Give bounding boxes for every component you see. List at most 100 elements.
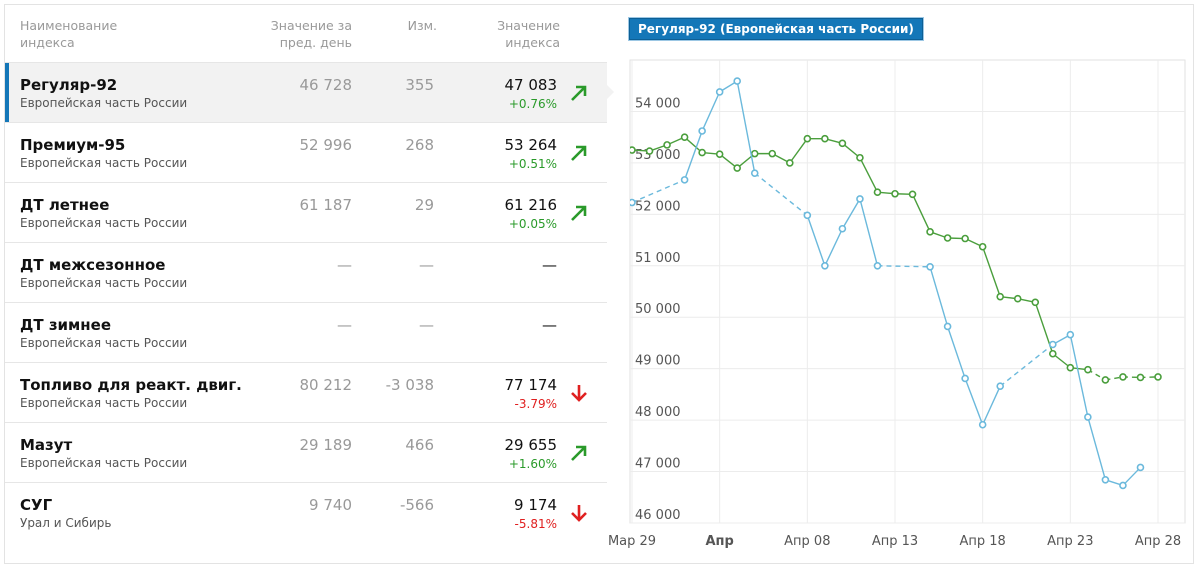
series-2-point (978, 420, 987, 429)
series-2-point (961, 374, 969, 383)
series-2-point (750, 169, 759, 177)
series-2-segment (824, 228, 844, 267)
chart-title: Регуляр-92 (Европейская часть России) (629, 18, 923, 40)
series-1-point (1119, 373, 1127, 381)
index-value: 77 174 (504, 376, 558, 394)
table-row[interactable]: Регуляр-92 Европейская часть России 46 728… (5, 62, 614, 122)
series-2-segment (982, 385, 1001, 426)
series-1-point (856, 153, 864, 162)
product-region: Европейская часть России (20, 216, 188, 230)
prev-day-value: 80 212 (299, 376, 353, 394)
series-2-segment (736, 80, 756, 174)
y-tick-label: 50 000 (635, 302, 681, 317)
y-tick-label: 52 000 (635, 199, 681, 214)
x-tick-label: Апр 13 (872, 534, 918, 549)
series-1-point (750, 149, 759, 158)
series-1-segment (859, 157, 879, 193)
table-row[interactable]: Мазут Европейская часть России 29 189 466 29… (5, 422, 607, 482)
series-2-segment (806, 215, 826, 267)
x-tick-label: Мар 29 (608, 534, 656, 549)
product-region: Европейская часть России (20, 96, 188, 110)
series-2-point (698, 127, 706, 135)
change-value: 466 (405, 436, 434, 454)
change-percent: -3.79% (514, 397, 557, 411)
series-1-segment (911, 193, 931, 233)
series-2-point (715, 88, 724, 96)
y-tick-label: 48 000 (635, 405, 681, 420)
series-2-point (1101, 475, 1110, 484)
series-1-point (908, 190, 917, 199)
change-percent: +0.51% (508, 157, 557, 171)
arrow-up-right-icon (571, 145, 587, 161)
series-2-segment (859, 198, 879, 266)
series-1-point (1136, 373, 1145, 382)
series-1-point (630, 146, 636, 154)
series-2-segment (701, 91, 721, 132)
prev-day-value: 29 189 (299, 436, 353, 454)
prev-day-value: — (337, 316, 352, 334)
product-name: Топливо для реакт. двиг. (20, 376, 242, 394)
index-value: — (542, 256, 557, 274)
table-row[interactable]: ДТ межсезонное Европейская часть России — —… (5, 242, 607, 302)
product-name: Регуляр-92 (20, 76, 118, 94)
series-2-point (996, 382, 1005, 390)
plot-area (629, 59, 1186, 524)
y-tick-label: 49 000 (635, 354, 681, 369)
table-row[interactable]: Премиум-95 Европейская часть России 52 996… (5, 122, 607, 182)
product-name: Мазут (20, 436, 73, 454)
change-percent: +0.05% (508, 217, 557, 231)
series-1-point (838, 139, 847, 148)
series-2-point (1066, 330, 1075, 339)
series-2-segment (1069, 334, 1089, 418)
series-2-point (1084, 413, 1092, 421)
series-2-segment (929, 266, 949, 327)
series-2-segment (999, 343, 1054, 387)
series-2-point (803, 211, 812, 220)
series-2-point (821, 261, 829, 270)
series-2-point (680, 176, 689, 184)
arrow-down-icon (571, 385, 587, 402)
series-group (630, 77, 1162, 490)
table-row[interactable]: Топливо для реакт. двиг. Европейская част… (5, 362, 607, 422)
table-row[interactable]: ДТ зимнее Европейская часть России — — — (5, 302, 607, 362)
y-tick-label: 54 000 (635, 96, 681, 111)
series-2-point (733, 77, 742, 85)
product-region: Европейская часть России (20, 456, 188, 470)
header-name: Наименование индекса (20, 18, 118, 50)
series-1-point (1066, 363, 1075, 372)
change-percent: -5.81% (514, 517, 557, 531)
series-1-point (1084, 365, 1092, 374)
series-1-point (996, 292, 1005, 301)
product-region: Европейская часть России (20, 336, 188, 350)
series-1-point (1154, 373, 1162, 381)
y-tick-label: 51 000 (635, 251, 681, 266)
series-2-segment (1087, 416, 1107, 480)
index-value: 9 174 (514, 496, 557, 514)
series-2-segment (1122, 466, 1141, 486)
series-1-point (785, 159, 794, 167)
series-1-point (1013, 294, 1022, 303)
header-index-value: Значение индекса (497, 18, 560, 50)
x-tick-label: Апр 28 (1135, 534, 1181, 549)
series-1-segment (684, 136, 703, 154)
prev-day-value: 46 728 (299, 76, 353, 94)
series-2-point (856, 195, 864, 203)
series-2-point (838, 224, 847, 233)
x-tick-label: Апр (705, 534, 733, 549)
index-value: 47 083 (504, 76, 558, 94)
table-row[interactable]: СУГ Урал и Сибирь 9 740 -566 9 174 -5.81% (5, 482, 607, 542)
series-1-point (821, 134, 829, 143)
series-2-point (1119, 481, 1127, 490)
series-2-point (873, 261, 882, 270)
series-1-point (715, 150, 724, 158)
x-tick-label: Апр 23 (1047, 534, 1093, 549)
y-tick-label: 47 000 (635, 457, 681, 472)
prev-day-value: 9 740 (309, 496, 352, 514)
table-body: Регуляр-92 Европейская часть России 46 728… (5, 62, 614, 542)
product-name: ДТ летнее (20, 196, 110, 214)
series-1-point (768, 149, 777, 158)
change-value: 29 (414, 196, 434, 214)
series-1-segment (982, 246, 1001, 297)
table-row[interactable]: ДТ летнее Европейская часть России 61 187 2… (5, 182, 607, 242)
